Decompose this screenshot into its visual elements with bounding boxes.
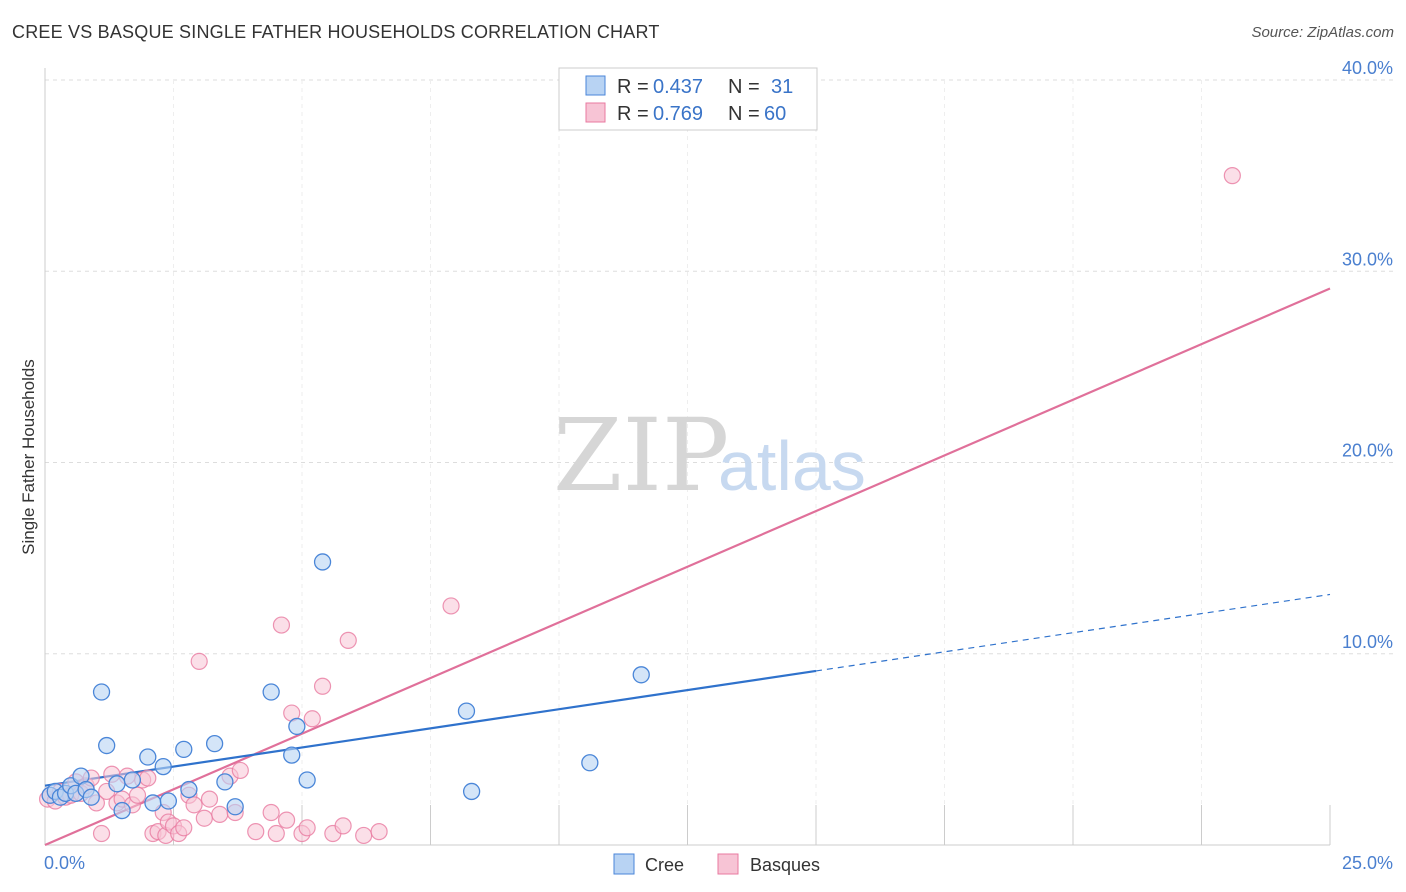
basques-point <box>200 790 219 808</box>
basques-n-value: 60 <box>764 103 786 125</box>
cree-point <box>144 794 162 812</box>
cree-point <box>226 798 244 816</box>
cree-point <box>283 746 301 764</box>
cree-point <box>298 771 316 789</box>
basques-point <box>247 823 265 841</box>
basques-point <box>262 803 280 822</box>
cree-point <box>139 748 157 766</box>
cree-point <box>288 717 306 736</box>
basques-point <box>211 805 229 824</box>
basques-bottom-swatch <box>717 853 739 875</box>
cree-bottom-swatch <box>613 853 635 875</box>
x-tick-label-max: 25.0% <box>1342 853 1393 873</box>
basques-point <box>175 819 193 837</box>
basques-point <box>313 677 332 695</box>
cree-trend-line <box>44 669 817 787</box>
cree-point <box>92 683 111 701</box>
cree-bottom-label: Cree <box>645 855 684 875</box>
basques-point <box>185 796 203 814</box>
basques-trend-line <box>44 287 1331 847</box>
cree-point <box>82 788 100 806</box>
source-credit: Source: ZipAtlas.com <box>1251 24 1394 41</box>
cree-point <box>108 775 126 793</box>
cree-point <box>581 754 599 772</box>
cree-point <box>175 740 193 759</box>
watermark-zip: ZIP <box>553 397 729 514</box>
watermark-atlas: atlas <box>718 427 866 505</box>
basques-point <box>442 597 460 615</box>
basques-point <box>303 710 321 728</box>
cree-point <box>98 736 116 755</box>
cree-point <box>123 771 142 789</box>
y-axis-label: Single Father Households <box>19 359 38 555</box>
basques-legend-swatch <box>585 102 606 123</box>
basques-point <box>272 616 291 634</box>
basques-point <box>128 786 147 804</box>
cree-point <box>205 734 224 753</box>
basques-point <box>139 769 157 787</box>
stats-legend: R = 0.437 N = 31 R = 0.769 N = 60 <box>558 67 818 131</box>
basques-point <box>355 826 373 845</box>
basques-point <box>92 824 111 843</box>
cree-r-value: 0.437 <box>653 76 703 98</box>
x-tick-label-min: 0.0% <box>44 853 85 873</box>
cree-trend-extension <box>815 593 1331 672</box>
cree-point <box>154 757 172 776</box>
basques-point <box>339 631 357 649</box>
basques-point <box>267 824 285 843</box>
cree-legend-swatch <box>585 75 606 96</box>
axis-layer: 10.0% 20.0% 30.0% 40.0% 0.0% 25.0% <box>44 58 1393 873</box>
basques-point <box>298 819 316 837</box>
chart-title: CREE VS BASQUE SINGLE FATHER HOUSEHOLDS … <box>12 22 660 42</box>
basques-point <box>195 809 213 827</box>
watermark: ZIP atlas <box>553 397 866 514</box>
basques-point <box>370 823 388 841</box>
basques-point <box>231 761 249 780</box>
trend-layer <box>44 287 1331 847</box>
cree-n-label: N = <box>728 76 760 98</box>
cree-n-value: 31 <box>771 76 793 98</box>
cree-points <box>41 553 650 820</box>
y-tick-label: 40.0% <box>1342 58 1393 78</box>
cree-point <box>262 683 280 701</box>
y-tick-label: 20.0% <box>1342 441 1393 461</box>
cree-point <box>457 702 476 720</box>
cree-point <box>113 801 131 820</box>
basques-point <box>277 811 296 829</box>
cree-r-label: R = <box>617 76 649 98</box>
y-tick-label: 10.0% <box>1342 632 1393 652</box>
basques-point <box>1223 167 1241 185</box>
basques-r-value: 0.769 <box>653 103 703 125</box>
basques-point <box>334 817 352 835</box>
cree-point <box>216 773 234 791</box>
cree-point <box>632 666 650 684</box>
y-tick-label: 30.0% <box>1342 249 1393 269</box>
cree-point <box>462 782 481 801</box>
basques-n-label: N = <box>728 103 760 125</box>
series-legend: Cree Basques <box>613 853 820 875</box>
cree-point <box>180 780 198 799</box>
basques-bottom-label: Basques <box>750 855 820 875</box>
basques-r-label: R = <box>617 103 649 125</box>
cree-point <box>313 553 332 571</box>
cree-point <box>159 792 178 810</box>
basques-point <box>190 652 208 671</box>
